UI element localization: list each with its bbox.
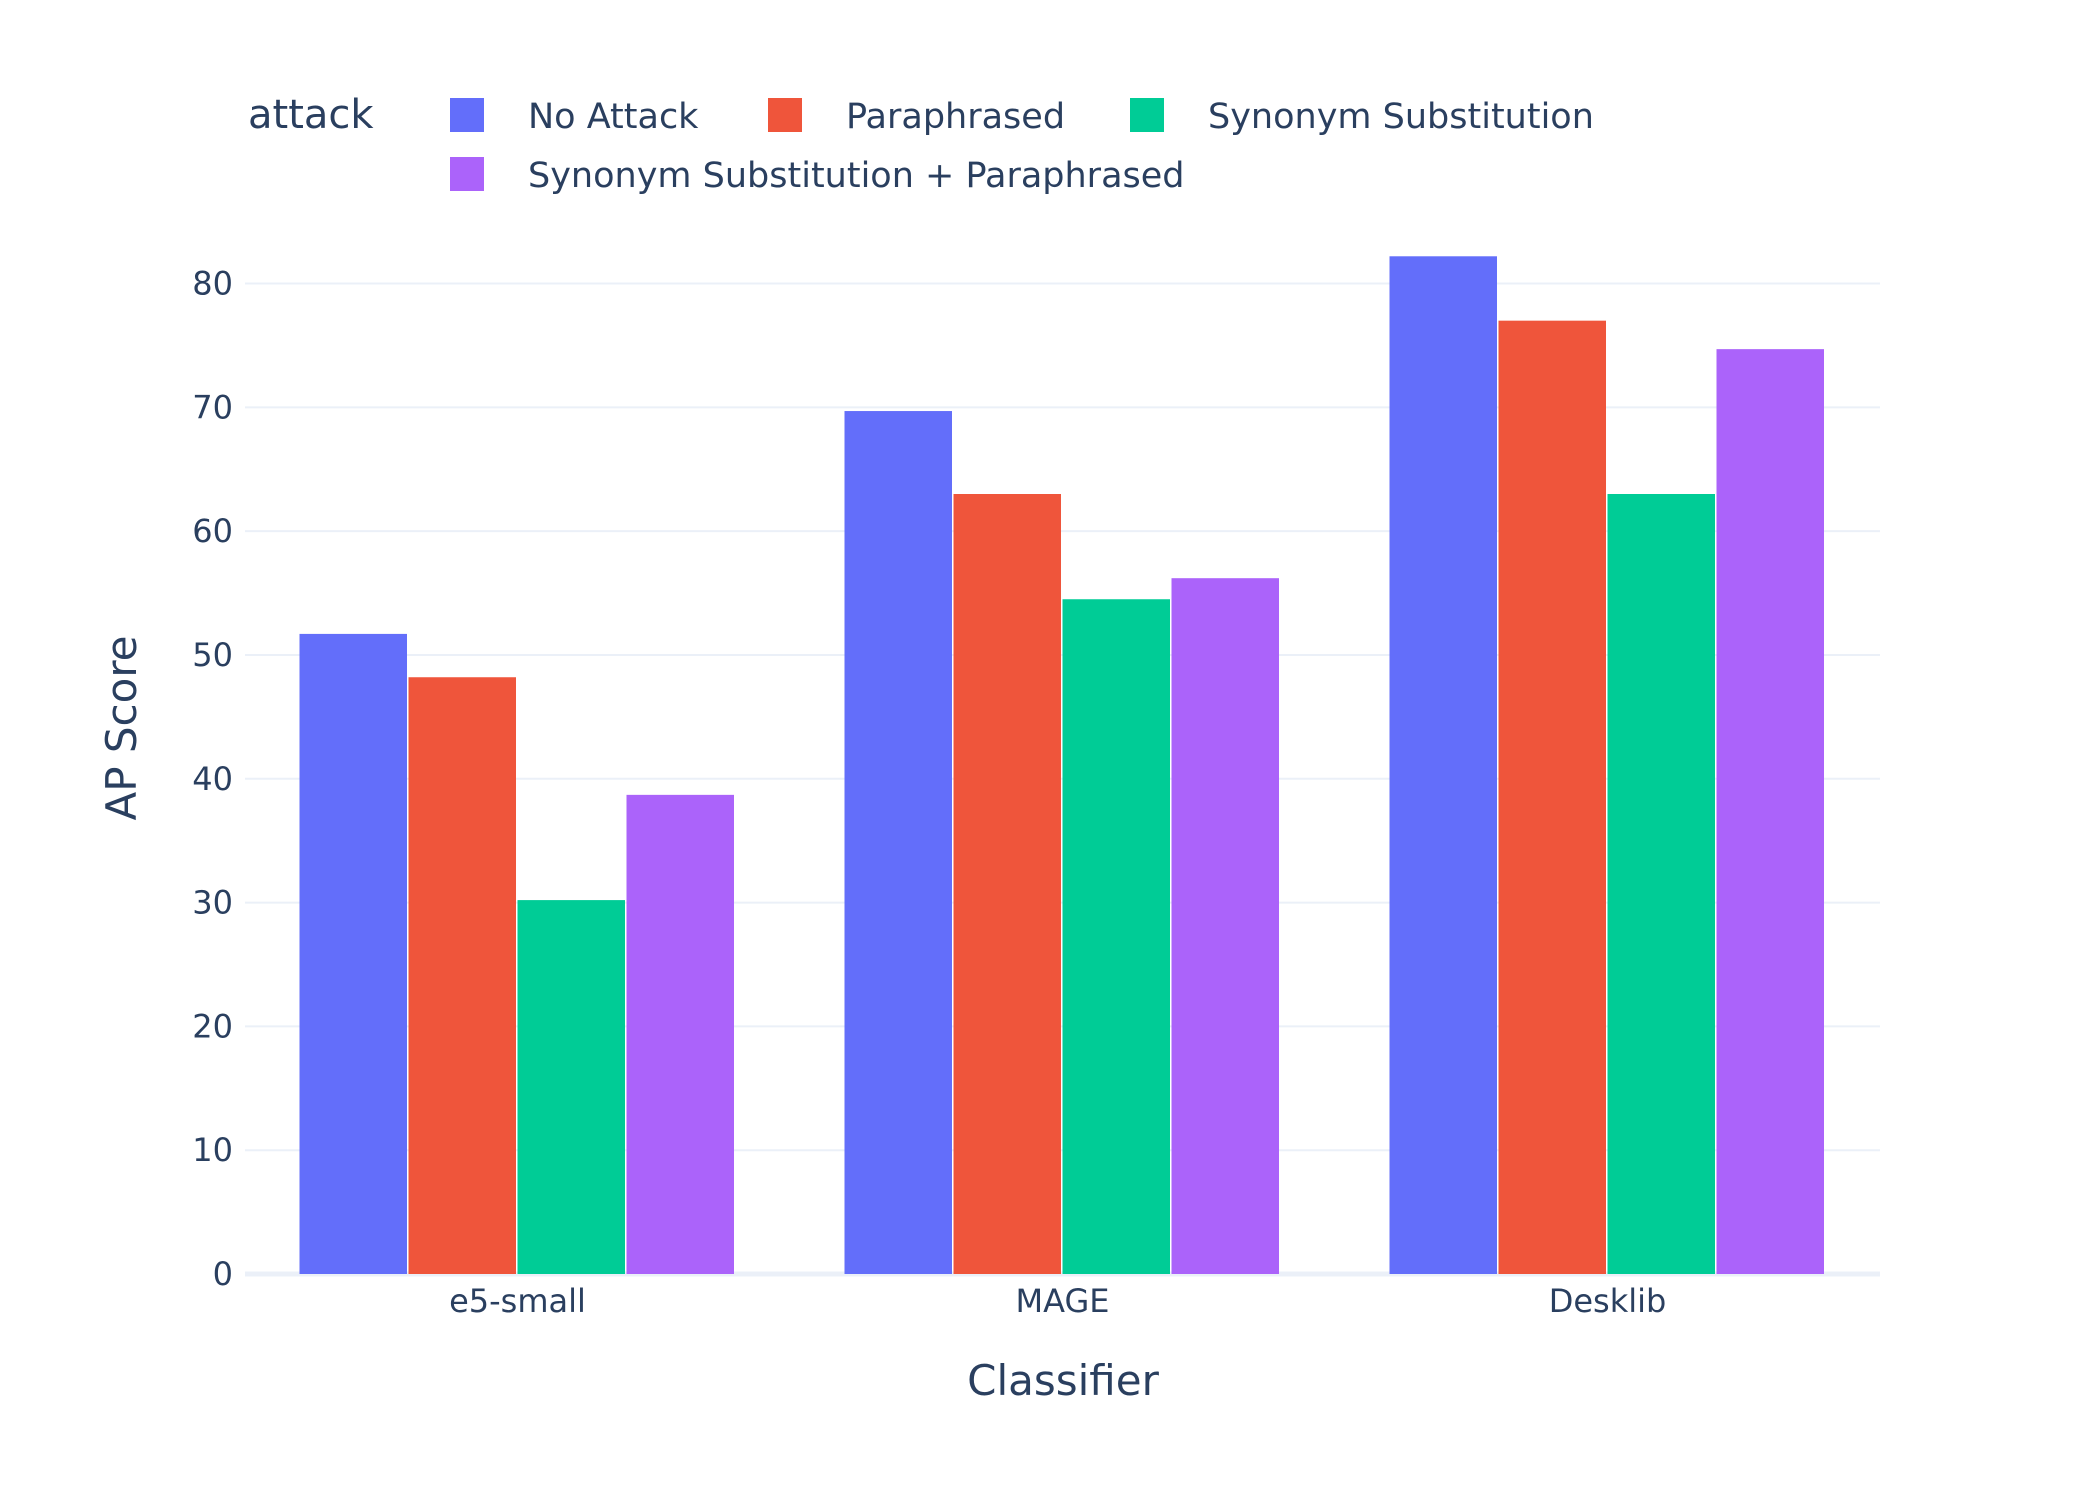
legend-swatch: [450, 157, 484, 191]
legend-label: Synonym Substitution + Paraphrased: [528, 156, 1185, 196]
y-tick-label: 0: [213, 1255, 233, 1293]
y-tick-label: 20: [192, 1007, 233, 1045]
bar-paraphrased-desklib: [1499, 321, 1607, 1274]
legend-swatch: [1130, 98, 1164, 132]
y-tick-label: 10: [192, 1131, 233, 1169]
bar-synonym-substitution-mage: [1063, 599, 1171, 1274]
legend-label: No Attack: [528, 97, 699, 137]
bar-no-attack-mage: [845, 411, 953, 1274]
legend-label: Paraphrased: [846, 97, 1065, 137]
bar-synonym-substitution-paraphrased-mage: [1172, 578, 1280, 1274]
x-tick-label: Desklib: [1549, 1282, 1667, 1320]
y-tick-label: 60: [192, 512, 233, 550]
bar-synonym-substitution-desklib: [1608, 494, 1716, 1274]
bar-paraphrased-mage: [954, 494, 1062, 1274]
y-tick-label: 30: [192, 884, 233, 922]
legend-label: Synonym Substitution: [1208, 97, 1594, 137]
bar-synonym-substitution-paraphrased-e5-small: [627, 795, 735, 1274]
x-tick-label: e5-small: [449, 1282, 586, 1320]
y-axis-title: AP Score: [97, 635, 146, 820]
bar-synonym-substitution-e5-small: [518, 900, 626, 1274]
bar-no-attack-e5-small: [300, 634, 408, 1274]
y-tick-label: 50: [192, 636, 233, 674]
bar-paraphrased-e5-small: [409, 677, 517, 1274]
bar-no-attack-desklib: [1390, 256, 1498, 1274]
bar-synonym-substitution-paraphrased-desklib: [1717, 349, 1825, 1274]
legend-swatch: [768, 98, 802, 132]
y-tick-label: 80: [192, 265, 233, 303]
y-tick-label: 70: [192, 388, 233, 426]
legend-swatch: [450, 98, 484, 132]
legend: attack No Attack Paraphrased Synonym Subst…: [248, 92, 1594, 196]
legend-title: attack: [248, 92, 374, 138]
y-tick-label: 40: [192, 760, 233, 798]
x-tick-label: MAGE: [1016, 1282, 1110, 1320]
bars: [300, 256, 1825, 1274]
x-axis-title: Classifier: [967, 1356, 1159, 1405]
